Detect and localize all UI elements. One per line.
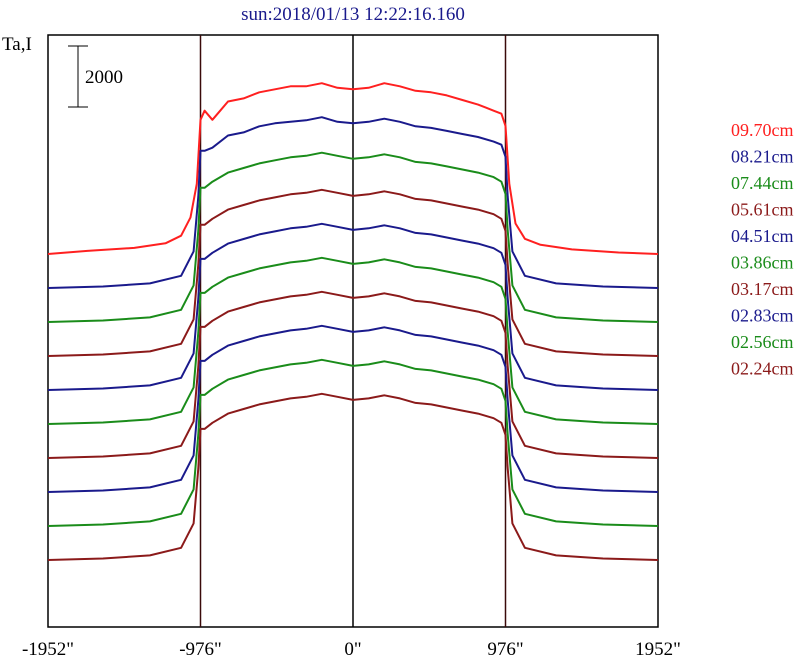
- series-line-02.83cm: [47, 324, 659, 493]
- chart-title: sun:2018/01/13 12:22:16.160: [241, 4, 465, 25]
- legend-item: 07.44cm: [731, 173, 794, 193]
- y-axis-label: Ta,I: [2, 34, 32, 55]
- legend-item: 03.17cm: [731, 279, 794, 299]
- scale-bar-label: 2000: [85, 67, 123, 88]
- legend-item: 02.56cm: [731, 332, 794, 352]
- series-line-07.44cm: [47, 151, 659, 323]
- series-line-02.24cm: [47, 392, 659, 561]
- legend-item: 02.24cm: [731, 359, 794, 379]
- series-lines: [47, 82, 659, 561]
- x-tick-label: -1952": [22, 639, 74, 660]
- series-line-04.51cm: [47, 222, 659, 391]
- series-line-08.21cm: [47, 116, 659, 289]
- legend-item: 08.21cm: [731, 147, 794, 167]
- x-tick-labels: -1952" -976" 0" 976" 1952": [22, 639, 681, 660]
- series-line-03.17cm: [47, 290, 659, 459]
- series-line-05.61cm: [47, 188, 659, 357]
- x-tick-label: 1952": [635, 639, 681, 660]
- legend-item: 05.61cm: [731, 200, 794, 220]
- x-tick-label: -976": [179, 639, 222, 660]
- series-line-03.86cm: [47, 256, 659, 425]
- series-line-02.56cm: [47, 358, 659, 527]
- legend-item: 04.51cm: [731, 226, 794, 246]
- x-tick-label: 976": [487, 639, 523, 660]
- legend-item: 09.70cm: [731, 120, 794, 140]
- scale-bar: 2000: [68, 45, 123, 108]
- x-tick-label: 0": [344, 639, 361, 660]
- legend-item: 02.83cm: [731, 306, 794, 326]
- legend-item: 03.86cm: [731, 253, 794, 273]
- series-line-09.70cm: [47, 82, 659, 255]
- legend: 09.70cm 08.21cm 07.44cm 05.61cm 04.51cm 03.86…: [731, 120, 794, 379]
